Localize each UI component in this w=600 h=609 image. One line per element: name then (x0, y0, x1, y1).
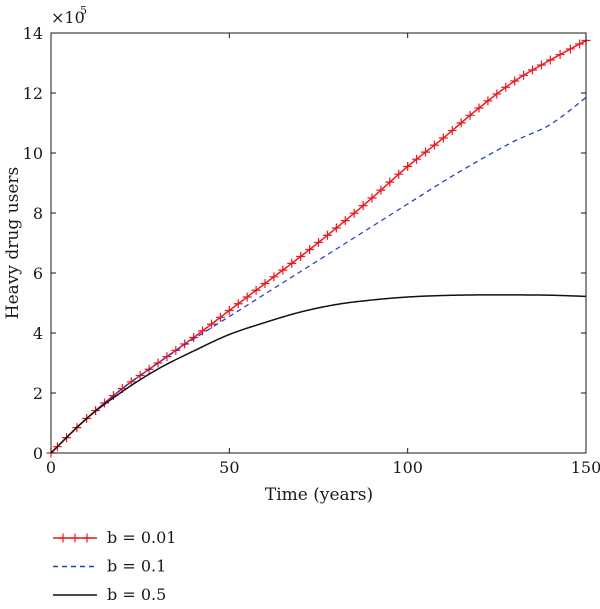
data-point-marker (358, 201, 368, 211)
data-point-marker (180, 339, 190, 349)
data-point-marker (429, 140, 439, 150)
series-layer (46, 36, 591, 458)
x-axis-title: Time (years) (265, 485, 373, 505)
y-tick-label: 4 (33, 324, 43, 343)
data-point-marker (224, 306, 234, 315)
data-point-marker (305, 245, 315, 255)
data-point-marker (536, 60, 546, 70)
data-point-marker (251, 285, 261, 295)
y-tick-label: 0 (33, 444, 43, 463)
y-tick-label: 2 (33, 384, 43, 403)
data-point-marker (349, 208, 359, 218)
series-line-b-0-5 (50, 294, 587, 454)
data-point-marker (465, 110, 475, 120)
y-tick-label: 10 (23, 144, 43, 163)
x-tick-label: 0 (46, 458, 56, 477)
legend-item-b-0-5: b = 0.5 (53, 585, 166, 604)
plot-frame (50, 32, 587, 454)
data-point-marker (296, 252, 306, 261)
data-point-marker (403, 162, 413, 171)
data-point-marker (269, 272, 279, 282)
legend: b = 0.01 b = 0.1 b = 0.5 (53, 528, 176, 604)
data-point-marker (322, 230, 332, 240)
y-tick-label: 12 (23, 84, 43, 103)
data-point-marker (260, 279, 270, 288)
y-tick-label: 8 (33, 204, 43, 223)
legend-item-b-0-1: b = 0.1 (53, 557, 166, 576)
legend-marker (70, 533, 80, 543)
data-point-marker (314, 237, 323, 247)
y-multiplier: ×10 (51, 8, 85, 27)
legend-item-b-0-01: b = 0.01 (53, 528, 176, 547)
data-point-marker (456, 118, 466, 128)
series-line-b-0-1 (50, 96, 587, 454)
data-point-marker (385, 177, 395, 187)
legend-label: b = 0.01 (107, 528, 176, 547)
data-point-marker (340, 216, 350, 226)
data-point-marker (510, 76, 520, 86)
x-tick-label: 100 (392, 458, 423, 477)
axes-layer: 0 50 100 150 0 2 4 6 8 10 12 14 (23, 24, 600, 477)
x-tick-label: 150 (571, 458, 600, 477)
data-point-marker (394, 169, 404, 179)
data-point-marker (447, 126, 457, 136)
data-point-marker (528, 65, 537, 75)
data-point-marker (367, 193, 377, 203)
data-point-marker (565, 44, 575, 54)
legend-label: b = 0.5 (107, 585, 166, 604)
data-point-marker (331, 223, 341, 233)
y-multiplier-exponent: 5 (80, 4, 87, 17)
data-point-marker (207, 319, 216, 329)
data-point-marker (438, 133, 448, 143)
legend-marker (82, 533, 92, 543)
data-point-marker (233, 299, 243, 309)
data-point-marker (215, 312, 225, 322)
legend-label: b = 0.1 (107, 557, 166, 576)
data-point-marker (171, 345, 181, 355)
data-point-marker (545, 55, 555, 65)
data-point-marker (492, 89, 502, 99)
data-point-marker (376, 185, 386, 195)
y-axis-title: Heavy drug users (3, 167, 23, 319)
data-point-marker (483, 96, 493, 106)
data-point-marker (575, 39, 585, 49)
data-point-marker (287, 258, 297, 268)
data-point-marker (242, 292, 252, 302)
y-tick-label: 14 (23, 24, 43, 43)
data-point-marker (153, 358, 163, 368)
data-point-marker (189, 333, 199, 342)
data-point-marker (162, 352, 172, 362)
y-tick-label: 6 (33, 264, 43, 283)
data-point-marker (412, 154, 422, 164)
data-point-marker (501, 82, 511, 92)
legend-marker (58, 533, 68, 543)
data-point-marker (474, 103, 484, 113)
data-point-marker (278, 265, 288, 275)
data-point-marker (555, 50, 565, 60)
x-tick-label: 50 (219, 458, 239, 477)
data-point-marker (519, 70, 529, 80)
data-point-marker (421, 147, 430, 157)
